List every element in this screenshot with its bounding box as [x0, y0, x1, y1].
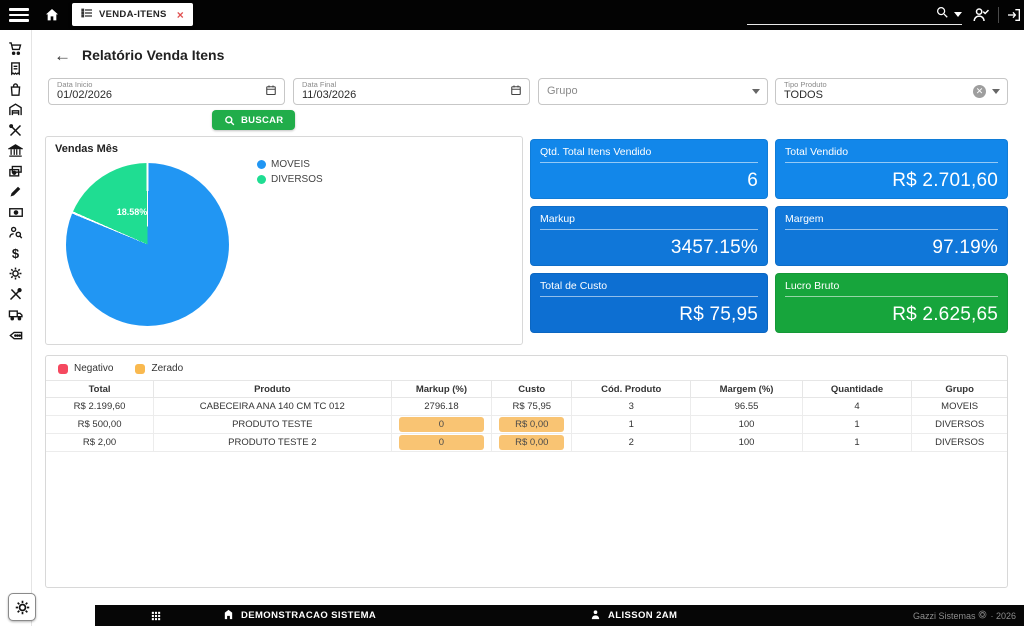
- data-final-value: 11/03/2026: [302, 89, 357, 101]
- brand-gear-icon: [978, 610, 987, 621]
- table-row[interactable]: R$ 2,00 PRODUTO TESTE 2 0 R$ 0,00 2 100 …: [46, 433, 1007, 452]
- user-search-icon[interactable]: [0, 223, 31, 244]
- dollar-icon[interactable]: $: [11, 245, 20, 261]
- page-title: Relatório Venda Itens: [82, 47, 225, 63]
- kpi-lucro-bruto: Lucro Bruto R$ 2.625,65: [775, 273, 1008, 333]
- tipo-produto-select[interactable]: Tipo Produto TODOS ✕: [775, 78, 1008, 105]
- chevron-down-icon[interactable]: [992, 89, 1000, 94]
- legend-item-diversos: DIVERSOS: [257, 174, 323, 185]
- kpi-margem: Margem 97.19%: [775, 206, 1008, 266]
- search-caret-icon[interactable]: [954, 11, 962, 17]
- col-cod-produto[interactable]: Cód. Produto: [571, 380, 692, 398]
- user-status[interactable]: ALISSON 2AM: [590, 605, 677, 626]
- cart-icon[interactable]: [0, 38, 31, 59]
- kpi-markup: Markup 3457.15%: [530, 206, 768, 266]
- legend-dot-diversos: [257, 175, 266, 184]
- buscar-button[interactable]: BUSCAR: [212, 110, 296, 130]
- col-markup[interactable]: Markup (%): [391, 380, 493, 398]
- pie-chart[interactable]: 18.58% 81.42%: [66, 163, 229, 332]
- money-stack-icon[interactable]: [0, 161, 31, 182]
- gear-icon[interactable]: [0, 264, 31, 285]
- col-total[interactable]: Total: [46, 380, 155, 398]
- home-icon[interactable]: [44, 7, 60, 28]
- user-account-icon[interactable]: [972, 6, 990, 29]
- data-final-field[interactable]: Data Final 11/03/2026: [293, 78, 530, 105]
- kpi-qtd-itens: Qtd. Total Itens Vendido 6: [530, 139, 768, 199]
- gear-icon: [15, 600, 29, 614]
- warehouse-icon[interactable]: [0, 100, 31, 121]
- table-panel: Negativo Zerado Total Produto Markup (%)…: [45, 355, 1008, 588]
- zerado-chip: 0: [398, 417, 485, 432]
- col-produto[interactable]: Produto: [153, 380, 392, 398]
- grupo-select[interactable]: Grupo: [538, 78, 768, 105]
- table-header-row: Total Produto Markup (%) Custo Cód. Prod…: [46, 380, 1007, 398]
- col-quantidade[interactable]: Quantidade: [802, 380, 913, 398]
- tipo-produto-value: TODOS: [784, 89, 823, 101]
- company-status[interactable]: DEMONSTRACAO SISTEMA: [223, 605, 376, 626]
- legend-item-negativo: Negativo: [58, 363, 113, 374]
- data-inicio-value: 01/02/2026: [57, 89, 113, 101]
- banknote-icon[interactable]: [0, 202, 31, 223]
- tipo-produto-label: Tipo Produto: [784, 80, 827, 89]
- tab-label: VENDA-ITENS: [99, 9, 167, 20]
- legend-dot-moveis: [257, 160, 266, 169]
- chart-title: Vendas Mês: [55, 143, 118, 155]
- user-icon: [590, 609, 601, 623]
- zerado-chip: 0: [398, 435, 485, 450]
- pie-slice-label-moveis: 81.42%: [183, 322, 215, 332]
- kpi-total-custo: Total de Custo R$ 75,95: [530, 273, 768, 333]
- truck-icon[interactable]: [0, 305, 31, 326]
- zerado-chip: R$ 0,00: [499, 435, 565, 450]
- copyright: Gazzi Sistemas · 2026: [912, 610, 1016, 621]
- main-content: ← Relatório Venda Itens Data Inicio 01/0…: [32, 30, 1024, 605]
- data-inicio-label: Data Inicio: [57, 80, 93, 89]
- logout-icon[interactable]: [1006, 7, 1022, 28]
- table-row[interactable]: R$ 500,00 PRODUTO TESTE 0 R$ 0,00 1 100 …: [46, 415, 1007, 434]
- topbar-search-input[interactable]: [747, 4, 962, 25]
- col-margem[interactable]: Margem (%): [690, 380, 803, 398]
- grupo-label: Grupo: [547, 85, 578, 97]
- legend-item-zerado: Zerado: [135, 363, 183, 374]
- list-icon: [81, 6, 93, 24]
- topbar-divider: [998, 7, 999, 23]
- bank-icon[interactable]: [0, 141, 31, 162]
- settings-gear-button[interactable]: [8, 593, 36, 621]
- search-icon[interactable]: [935, 5, 949, 24]
- chevron-down-icon[interactable]: [752, 89, 760, 94]
- receipt-icon[interactable]: [0, 59, 31, 80]
- back-button[interactable]: ←: [54, 46, 71, 65]
- zerado-chip: R$ 0,00: [499, 417, 565, 432]
- col-custo[interactable]: Custo: [491, 380, 573, 398]
- legend-dot-negativo: [58, 363, 68, 374]
- col-grupo[interactable]: Grupo: [911, 380, 1007, 398]
- top-bar: VENDA-ITENS ×: [0, 0, 1024, 30]
- apps-grid-icon[interactable]: [151, 605, 161, 626]
- status-bar: DEMONSTRACAO SISTEMA ALISSON 2AM Gazzi S…: [95, 605, 1024, 626]
- tab-venda-itens[interactable]: VENDA-ITENS ×: [72, 3, 193, 26]
- building-icon: [223, 609, 234, 623]
- pie-slice-label-diversos: 18.58%: [116, 207, 148, 217]
- wrench-screwdriver-icon[interactable]: [0, 284, 31, 305]
- data-final-label: Data Final: [302, 80, 337, 89]
- tag-icon[interactable]: [0, 325, 31, 346]
- sales-items-table: Total Produto Markup (%) Custo Cód. Prod…: [46, 380, 1007, 452]
- pencil-icon[interactable]: [0, 182, 31, 203]
- clear-icon[interactable]: ✕: [973, 85, 986, 98]
- tools-icon[interactable]: [0, 120, 31, 141]
- tab-close-icon[interactable]: ×: [176, 7, 184, 22]
- data-inicio-field[interactable]: Data Inicio 01/02/2026: [48, 78, 285, 105]
- legend-dot-zerado: [135, 363, 146, 374]
- table-legend: Negativo Zerado: [46, 356, 1007, 380]
- kpi-total-vendido: Total Vendido R$ 2.701,60: [775, 139, 1008, 199]
- legend-item-moveis: MOVEIS: [257, 159, 310, 170]
- search-icon: [225, 115, 235, 125]
- sidebar-nav: $: [0, 30, 32, 626]
- chart-panel: Vendas Mês 18.58% 81.42% MOVEIS DIVERSOS: [45, 136, 523, 345]
- shopping-bag-icon[interactable]: [0, 79, 31, 100]
- menu-icon[interactable]: [9, 8, 29, 22]
- calendar-icon[interactable]: [510, 83, 522, 101]
- calendar-icon[interactable]: [265, 83, 277, 101]
- table-row[interactable]: R$ 2.199,60 CABECEIRA ANA 140 CM TC 012 …: [46, 397, 1007, 416]
